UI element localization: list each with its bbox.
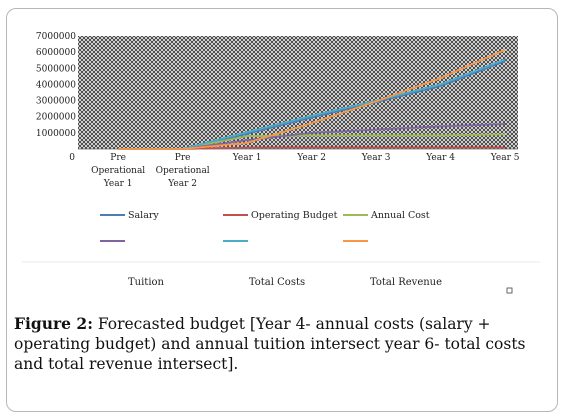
y-axis-ticks: 0 1000000 2000000 3000000 4000000 5000000 6000…	[36, 32, 76, 163]
line-chart: 0 1000000 2000000 3000000 4000000 5000000 6000…	[22, 32, 540, 294]
x-tick-label: Pre	[175, 153, 191, 163]
series-line-6	[118, 48, 506, 150]
plot-area-hatch	[78, 36, 518, 149]
legend-label: Annual Cost	[370, 210, 430, 221]
caption-label: Figure 2:	[14, 314, 93, 333]
legend-label: Salary	[128, 210, 159, 221]
y-tick-label: 0	[69, 153, 75, 163]
x-axis-ticks: Pre Operational Year 1 Pre Operational Year 2…	[91, 153, 520, 189]
series-lines	[118, 48, 506, 150]
figure-caption: Figure 2: Forecasted budget [Year 4- ann…	[14, 314, 550, 374]
bottom-legend-labels: Tuition Total Costs Total Revenue	[128, 277, 442, 288]
y-tick-label: 5000000	[36, 64, 76, 74]
x-tick-label: Year 4	[425, 153, 455, 163]
x-tick-label: Operational	[156, 166, 210, 176]
x-tick-label: Year 1	[103, 179, 133, 189]
y-tick-label: 1000000	[36, 129, 76, 139]
bottom-label: Total Revenue	[370, 277, 442, 288]
caption-text: Forecasted budget [Year 4- annual costs …	[14, 315, 526, 373]
x-tick-label: Operational	[91, 166, 145, 176]
x-tick-label: Year 2	[167, 179, 197, 189]
x-tick-label: Year 2	[296, 153, 326, 163]
bottom-label: Tuition	[128, 277, 165, 288]
x-tick-label: Year 5	[490, 153, 520, 163]
y-tick-label: 3000000	[36, 97, 76, 107]
x-tick-label: Year 3	[361, 153, 391, 163]
legend-label: Operating Budget	[251, 210, 338, 221]
y-tick-label: 6000000	[36, 48, 76, 58]
y-tick-label: 4000000	[36, 80, 76, 90]
x-tick-label: Pre	[110, 153, 126, 163]
legend: Salary Operating Budget Annual Cost	[100, 210, 430, 242]
x-tick-label: Year 1	[232, 153, 262, 163]
y-tick-label: 2000000	[36, 113, 76, 123]
small-square-marker	[506, 287, 513, 294]
bottom-label: Total Costs	[249, 277, 305, 288]
y-tick-label: 7000000	[36, 32, 76, 42]
